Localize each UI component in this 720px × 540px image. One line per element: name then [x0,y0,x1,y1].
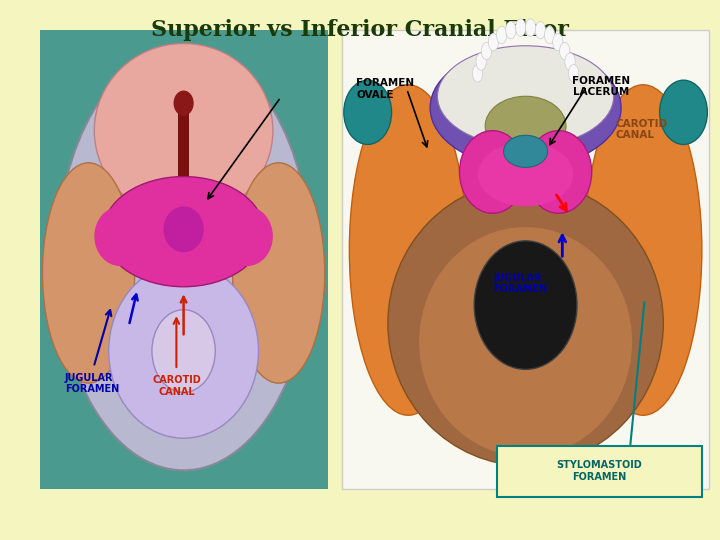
Ellipse shape [526,131,592,213]
Text: FORAMEN
OVALE: FORAMEN OVALE [356,78,415,100]
Ellipse shape [221,206,273,266]
Text: CAROTID
CANAL: CAROTID CANAL [616,119,667,140]
Ellipse shape [174,91,194,116]
Ellipse shape [472,65,482,82]
Ellipse shape [42,163,135,383]
Ellipse shape [482,42,492,60]
Ellipse shape [553,33,563,51]
FancyBboxPatch shape [497,446,702,497]
Bar [178,103,189,204]
Bar [342,30,709,489]
Ellipse shape [459,131,526,213]
Ellipse shape [344,80,392,145]
Ellipse shape [516,19,526,36]
Ellipse shape [152,309,215,392]
Ellipse shape [569,65,579,82]
Ellipse shape [535,22,546,39]
Text: STYLOMASTOID
FORAMEN: STYLOMASTOID FORAMEN [557,460,642,482]
Ellipse shape [497,26,507,44]
Ellipse shape [109,264,258,438]
Ellipse shape [94,44,273,218]
Ellipse shape [478,142,573,206]
Text: JUGULAR
FORAMEN: JUGULAR FORAMEN [65,373,119,394]
Text: Superior vs Inferior Cranial Floor: Superior vs Inferior Cranial Floor [151,19,569,41]
Bar [40,30,328,489]
Ellipse shape [503,135,548,167]
Ellipse shape [349,85,467,415]
Ellipse shape [505,22,516,39]
Ellipse shape [526,19,536,36]
Ellipse shape [660,80,707,145]
Ellipse shape [94,206,146,266]
Ellipse shape [474,241,577,369]
Ellipse shape [163,206,204,252]
Ellipse shape [233,163,325,383]
Ellipse shape [430,48,621,167]
Ellipse shape [585,85,702,415]
Ellipse shape [57,48,310,470]
Ellipse shape [485,96,566,156]
Text: CAROTID
CANAL: CAROTID CANAL [152,375,201,397]
Ellipse shape [559,42,570,60]
Ellipse shape [488,33,498,51]
Text: FORAMEN
LACERUM: FORAMEN LACERUM [572,76,630,97]
Ellipse shape [388,181,663,465]
Ellipse shape [103,177,264,287]
Ellipse shape [565,53,575,70]
Ellipse shape [476,53,486,70]
Ellipse shape [438,46,613,147]
Ellipse shape [419,227,632,456]
Ellipse shape [544,26,554,44]
Text: JUGULAR
FORAMEN: JUGULAR FORAMEN [493,273,547,294]
